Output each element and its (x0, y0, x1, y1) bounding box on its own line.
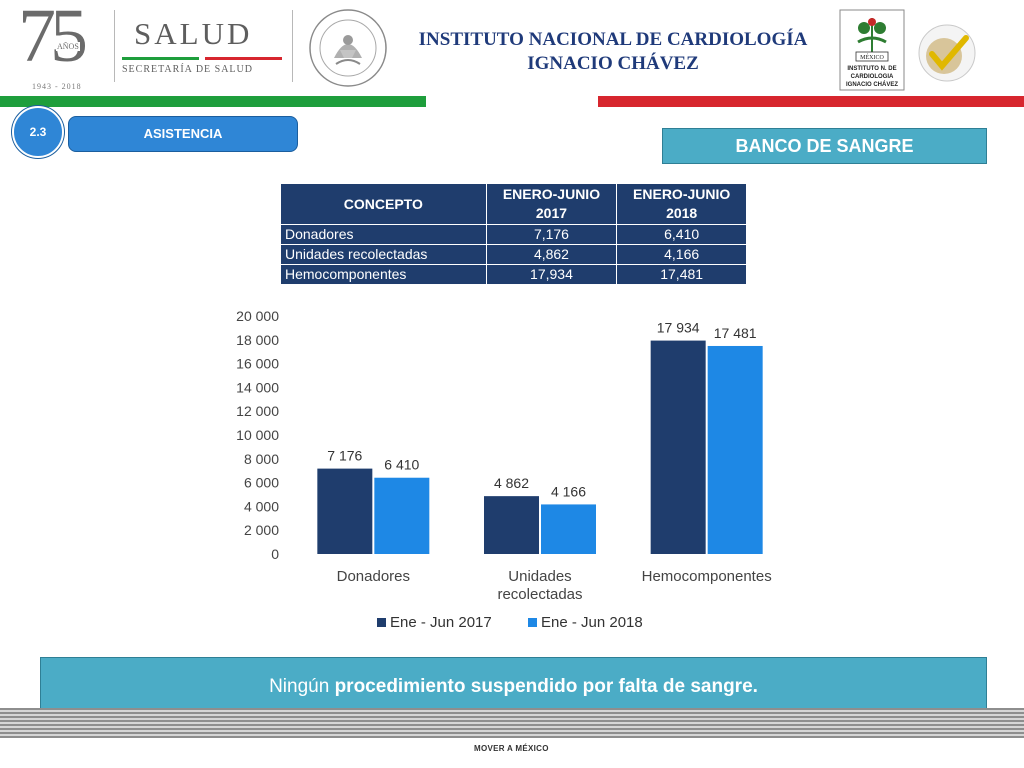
legend-entry: Ene - Jun 2018 (541, 614, 643, 631)
bar-1-0 (484, 496, 539, 554)
section-banner-banco-de-sangre: BANCO DE SANGRE (662, 128, 987, 164)
footer-stripes (0, 708, 1024, 738)
x-tick-label: Hemocomponentes (642, 568, 772, 585)
institute-title-line1: INSTITUTO NACIONAL DE CARDIOLOGÍA (418, 29, 808, 50)
table-row: Hemocomponentes 17,934 17,481 (280, 264, 747, 285)
table-cell: Hemocomponentes (280, 264, 487, 285)
legend-swatch (528, 618, 537, 627)
salud-logo: SALUD SECRETARÍA DE SALUD (122, 18, 282, 78)
salud-subtitle: SECRETARÍA DE SALUD (122, 64, 253, 75)
institute-logo-icon: MÉXICO INSTITUTO N. DE CARDIOLOGIA IGNAC… (839, 9, 905, 91)
data-label: 4 862 (494, 475, 529, 491)
x-tick-label: Unidades (508, 568, 571, 585)
logo-years-text: 1943 - 2018 (32, 82, 82, 91)
x-tick-label: Donadores (337, 568, 410, 585)
header-band-red (598, 96, 1024, 107)
y-tick-label: 0 (271, 546, 279, 562)
salud-rule (122, 57, 282, 60)
inst-logo-mexico: MÉXICO (860, 53, 884, 61)
footer-note-lead: Ningún (269, 676, 335, 697)
y-tick-label: 14 000 (236, 379, 279, 395)
data-table: CONCEPTO ENERO-JUNIO 2017 ENERO-JUNIO 20… (280, 183, 747, 285)
y-tick-label: 12 000 (236, 403, 279, 419)
mover-a-mexico-logo: MOVER A MÉXICO (474, 740, 554, 766)
bar-2-0 (650, 340, 706, 554)
y-tick-label: 10 000 (236, 427, 279, 443)
data-label: 4 166 (551, 483, 586, 499)
y-tick-label: 20 000 (236, 308, 279, 324)
table-cell: 7,176 (485, 224, 618, 245)
header-band-green (0, 96, 426, 107)
table-cell: 4,862 (485, 244, 618, 265)
table-header-2018: ENERO-JUNIO 2018 (616, 183, 747, 225)
data-label: 7 176 (327, 448, 362, 464)
footer-note-bold: procedimiento suspendido por falta de sa… (334, 676, 758, 697)
x-tick-label: recolectadas (497, 586, 582, 603)
y-tick-label: 8 000 (244, 451, 279, 467)
bar-2-1 (707, 345, 763, 554)
logo-75-number: 75 (18, 0, 88, 78)
inst-logo-line2: INSTITUTO N. DE (847, 66, 896, 72)
institute-title: INSTITUTO NACIONAL DE CARDIOLOGÍA IGNACI… (380, 28, 846, 76)
y-tick-label: 6 000 (244, 475, 279, 491)
header-divider (292, 10, 293, 82)
national-seal-icon (309, 9, 387, 87)
table-cell: 17,934 (485, 264, 618, 285)
table-header-concepto: CONCEPTO (280, 183, 487, 225)
table-row: Donadores 7,176 6,410 (280, 224, 747, 245)
y-tick-label: 18 000 (236, 332, 279, 348)
legend-entry: Ene - Jun 2017 (390, 614, 492, 631)
section-label-asistencia: ASISTENCIA (68, 116, 298, 152)
data-label: 17 481 (714, 325, 757, 341)
mover-logo-text: MOVER A MÉXICO (474, 744, 549, 753)
institute-title-line2: IGNACIO CHÁVEZ (527, 53, 699, 74)
data-label: 17 934 (657, 320, 700, 336)
footer-note: Ningún procedimiento suspendido por falt… (40, 657, 987, 717)
y-tick-label: 4 000 (244, 498, 279, 514)
salud-word: SALUD (134, 16, 253, 51)
inst-logo-line4: IGNACIO CHÁVEZ (846, 81, 898, 88)
bar-1-1 (541, 504, 596, 554)
table-cell: 6,410 (616, 224, 747, 245)
legend-swatch (377, 618, 386, 627)
seventy-five-years-logo: 75 AÑOS 1943 - 2018 (18, 0, 113, 92)
y-tick-label: 2 000 (244, 522, 279, 538)
table-cell: 4,166 (616, 244, 747, 265)
table-row: Unidades recolectadas 4,862 4,166 (280, 244, 747, 265)
logo-anos-text: AÑOS (56, 42, 80, 51)
table-header-row: CONCEPTO ENERO-JUNIO 2017 ENERO-JUNIO 20… (280, 183, 747, 225)
table-cell: Donadores (280, 224, 487, 245)
section-number-badge: 2.3 (12, 106, 64, 158)
data-label: 6 410 (384, 457, 419, 473)
y-tick-label: 16 000 (236, 356, 279, 372)
table-cell: Unidades recolectadas (280, 244, 487, 265)
bar-0-0 (317, 468, 373, 554)
bar-0-1 (374, 477, 430, 554)
header-divider (114, 10, 115, 82)
table-cell: 17,481 (616, 264, 747, 285)
inst-logo-line3: CARDIOLOGIA (851, 74, 894, 80)
bar-chart: 0 2 000 4 000 6 000 8 000 10 000 12 000 14 000 1… (236, 308, 772, 631)
table-header-2017: ENERO-JUNIO 2017 (485, 183, 618, 225)
certification-seal-icon (918, 24, 976, 82)
